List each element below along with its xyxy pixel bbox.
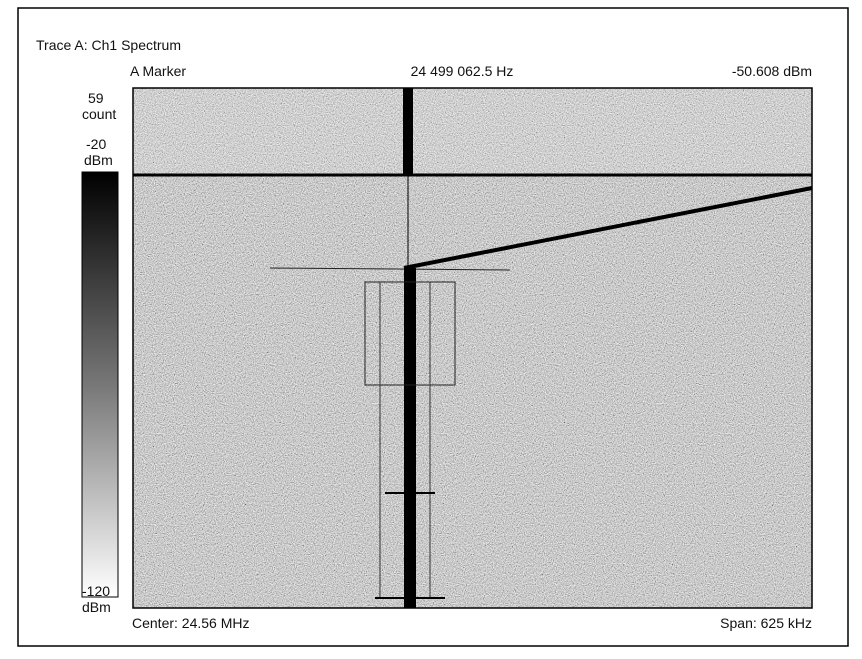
screenshot: Trace A: Ch1 Spectrum A Marker 24 499 06… [0,0,862,654]
signal-line [404,268,416,608]
spectrogram [133,88,812,608]
marker-amplitude: -50.608 dBm [732,63,812,79]
top-unit: dBm [84,152,113,168]
page: Trace A: Ch1 Spectrum A Marker 24 499 06… [0,0,862,654]
count-unit: count [82,106,116,122]
bottom-unit: dBm [82,599,111,615]
trace-title: Trace A: Ch1 Spectrum [36,37,181,53]
marker-frequency: 24 499 062.5 Hz [411,63,514,79]
histogram-band [133,88,812,175]
bottom-value: -120 [82,583,110,599]
center-frequency: Center: 24.56 MHz [132,615,250,631]
top-value: -20 [86,136,106,152]
span: Span: 625 kHz [720,615,812,631]
color-bar [82,172,118,597]
signal-line-top [403,88,413,175]
marker-label: A Marker [130,63,186,79]
count-value: 59 [88,90,104,106]
